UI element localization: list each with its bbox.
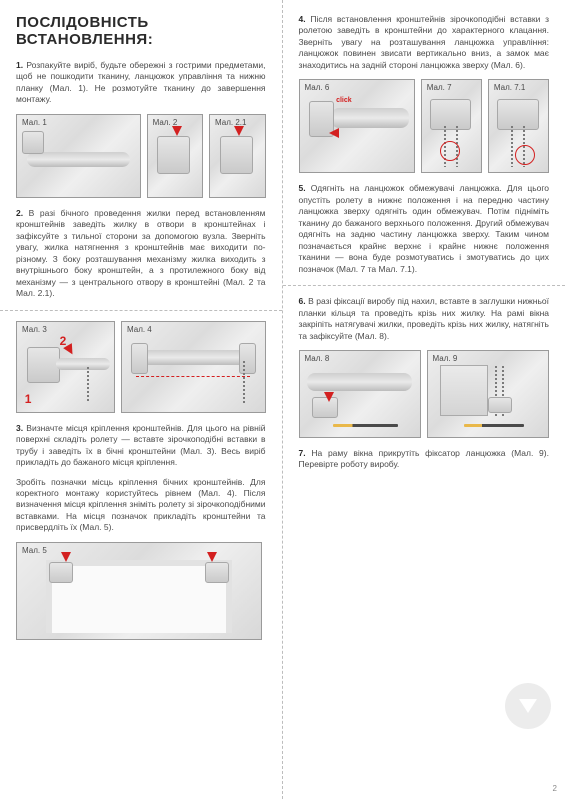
- watermark-icon: [505, 683, 551, 729]
- fig-row-1: Мал. 1 Мал. 2 Мал. 2.1: [16, 114, 266, 198]
- step-3b: Зробіть позначки місць кріплення бічних …: [16, 477, 266, 534]
- step-6: 6. В разі фіксації виробу під нахил, вст…: [299, 296, 550, 342]
- page-title: ПОСЛІДОВНІСТЬ ВСТАНОВЛЕННЯ:: [16, 14, 266, 48]
- figure-8: Мал. 8: [299, 350, 421, 438]
- figure-5: Мал. 5: [16, 542, 262, 640]
- divider-left: [0, 310, 282, 311]
- fig-row-2: Мал. 3 1 2 Мал. 4: [16, 321, 266, 413]
- left-column: ПОСЛІДОВНІСТЬ ВСТАНОВЛЕННЯ: 1. Розпакуйт…: [0, 0, 283, 799]
- page-number: 2: [553, 784, 557, 793]
- fig-row-3: Мал. 5: [16, 542, 266, 640]
- step-3a: 3. Визначте місця кріплення кронштейнів.…: [16, 423, 266, 469]
- figure-3: Мал. 3 1 2: [16, 321, 115, 413]
- right-column: 4. Після встановлення кронштейнів зірочк…: [283, 0, 565, 799]
- step-4: 4. Після встановлення кронштейнів зірочк…: [299, 14, 550, 71]
- divider-right: [283, 285, 565, 286]
- figure-2-1: Мал. 2.1: [209, 114, 265, 198]
- figure-4: Мал. 4: [121, 321, 266, 413]
- step-5: 5. Одягніть на ланцюжок обмежувачі ланцю…: [299, 183, 550, 275]
- fig-row-4: Мал. 6 click Мал. 7 Мал. 7.1: [299, 79, 550, 173]
- step-1: 1. Розпакуйте виріб, будьте обережні з г…: [16, 60, 266, 106]
- figure-6: Мал. 6 click: [299, 79, 415, 173]
- figure-9: Мал. 9: [427, 350, 549, 438]
- figure-2: Мал. 2: [147, 114, 203, 198]
- figure-1: Мал. 1: [16, 114, 141, 198]
- fig-row-5: Мал. 8 Мал. 9: [299, 350, 550, 438]
- page: ПОСЛІДОВНІСТЬ ВСТАНОВЛЕННЯ: 1. Розпакуйт…: [0, 0, 565, 799]
- step-2: 2. В разі бічного проведення жилки перед…: [16, 208, 266, 300]
- figure-7: Мал. 7: [421, 79, 482, 173]
- figure-7-1: Мал. 7.1: [488, 79, 549, 173]
- step-7: 7. На раму вікна прикрутіть фіксатор лан…: [299, 448, 550, 471]
